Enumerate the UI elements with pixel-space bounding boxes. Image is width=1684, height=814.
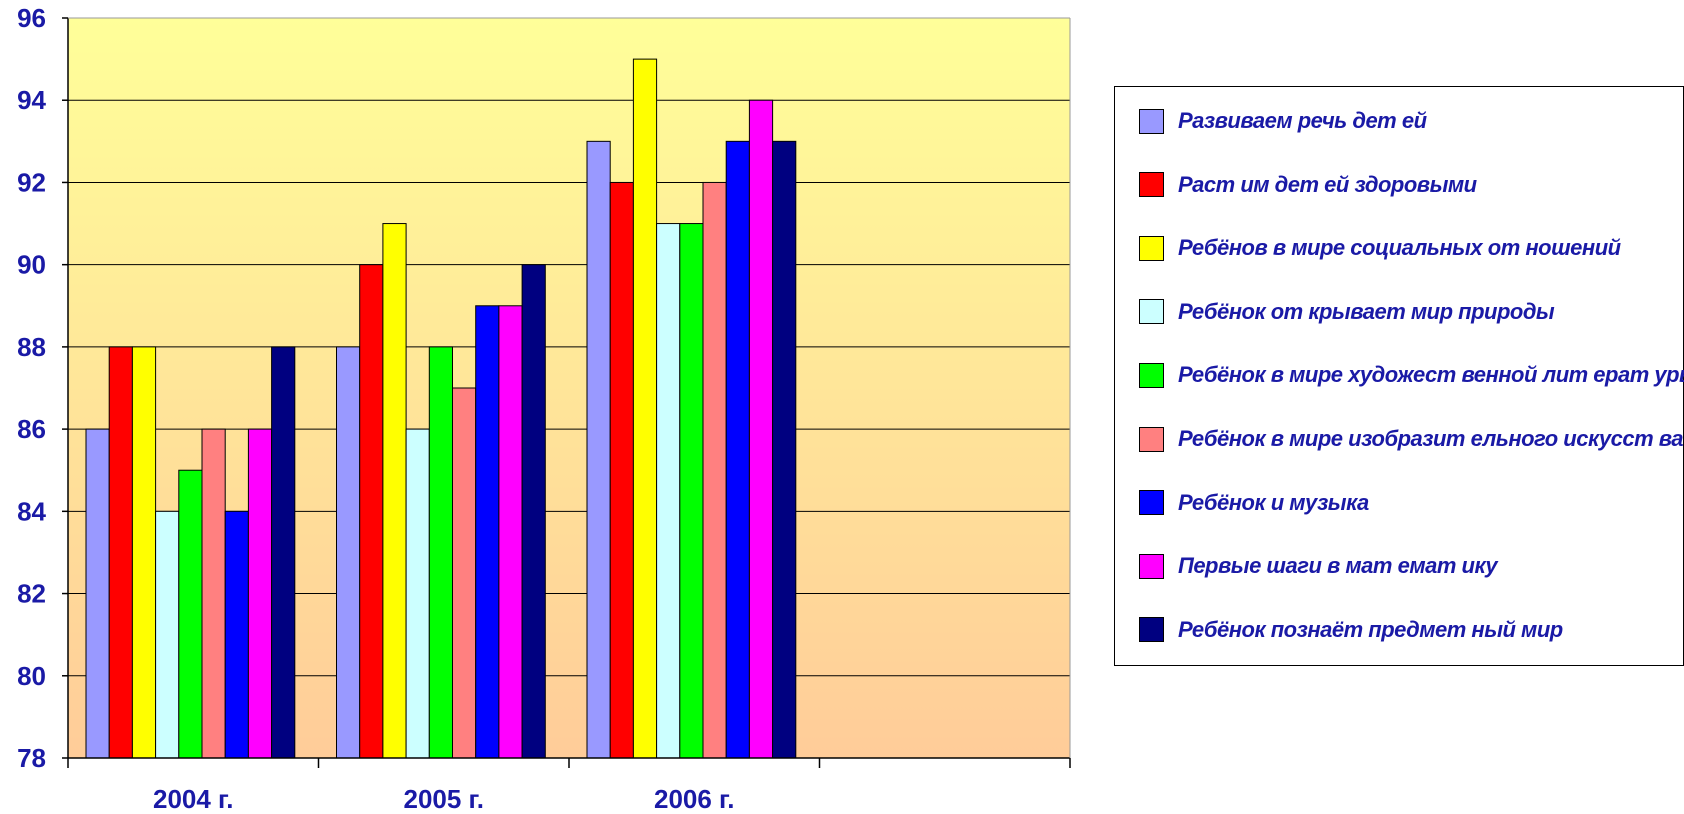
legend-label: Ребёнов в мире социальных от ношений <box>1178 235 1621 261</box>
bar <box>475 305 500 759</box>
bar <box>428 346 453 759</box>
bars <box>85 58 797 759</box>
bar <box>382 223 407 759</box>
bar <box>85 428 110 759</box>
y-axis-tick-labels: 78 80 82 84 86 88 90 92 94 96 <box>17 3 46 773</box>
legend-swatch <box>1139 490 1164 516</box>
bar <box>498 305 523 759</box>
bar <box>224 510 249 759</box>
bar <box>201 428 226 759</box>
y-tick-label: 84 <box>17 496 46 526</box>
legend-swatch <box>1139 426 1164 452</box>
legend-label: Ребёнок в мире художест венной лит ерат … <box>1178 362 1684 388</box>
bar-chart: 78 80 82 84 86 88 90 92 94 96 2004 г. 2005 г. 2006 … <box>17 3 1071 814</box>
legend-label: Развиваем речь дет ей <box>1178 108 1427 133</box>
bar <box>131 346 157 759</box>
bar <box>772 140 797 759</box>
bar <box>405 428 430 759</box>
chart-legend: Развиваем речь дет ей Раст им дет ей здор… <box>1114 86 1684 666</box>
legend-swatch <box>1139 172 1164 198</box>
legend-item: Ребёнок от крывает мир природы <box>1139 297 1555 327</box>
bar <box>155 510 180 759</box>
x-tick-label: 2005 г. <box>403 784 484 814</box>
bar <box>656 223 681 759</box>
y-tick-label: 96 <box>17 3 46 33</box>
x-axis-category-labels: 2004 г. 2005 г. 2006 г. <box>153 784 735 814</box>
bar <box>452 387 477 759</box>
y-tick-label: 94 <box>17 85 46 115</box>
bar <box>521 264 546 759</box>
bar <box>271 346 296 759</box>
legend-swatch <box>1139 553 1164 579</box>
y-tick-label: 78 <box>17 743 46 773</box>
x-tick-label: 2004 г. <box>153 784 234 814</box>
bar <box>725 140 750 759</box>
legend-swatch <box>1139 617 1164 643</box>
legend-swatch <box>1139 299 1164 325</box>
legend-item: Ребёнок в мире художест венной лит ерат … <box>1139 360 1684 390</box>
legend-item: Ребёнок познаёт предмет ный мир <box>1139 615 1563 645</box>
bar <box>632 58 658 759</box>
legend-label: Ребёнок в мире изобразит ельного искусст… <box>1178 426 1684 451</box>
bar <box>609 181 634 759</box>
legend-label: Ребёнок от крывает мир природы <box>1178 298 1555 324</box>
bar <box>679 223 704 759</box>
bar <box>178 469 203 759</box>
legend-item: Развиваем речь дет ей <box>1139 106 1427 136</box>
bar <box>247 428 273 759</box>
bar <box>108 346 133 759</box>
bar <box>359 264 384 759</box>
legend-item: Ребёнок и музыка <box>1139 488 1369 518</box>
bar <box>586 140 611 759</box>
legend-item: Раст им дет ей здоровыми <box>1139 170 1477 200</box>
legend-label: Ребёнок и музыка <box>1178 489 1369 515</box>
legend-label: Ребёнок познаёт предмет ный мир <box>1178 616 1563 642</box>
axes <box>67 17 1071 768</box>
y-tick-label: 92 <box>17 167 46 197</box>
x-tick-label: 2006 г. <box>654 784 735 814</box>
legend-label: Первые шаги в мат емат ику <box>1178 553 1498 579</box>
legend-item: Ребёнов в мире социальных от ношений <box>1139 233 1621 263</box>
bar <box>702 181 727 759</box>
legend-swatch <box>1139 235 1164 261</box>
y-tick-label: 80 <box>17 661 46 691</box>
legend-item: Первые шаги в мат емат ику <box>1139 551 1498 581</box>
y-tick-label: 88 <box>17 332 46 362</box>
y-tick-label: 90 <box>17 250 46 280</box>
legend-label: Раст им дет ей здоровыми <box>1178 171 1477 197</box>
legend-swatch <box>1139 108 1164 134</box>
y-tick-label: 82 <box>17 579 46 609</box>
y-tick-label: 86 <box>17 414 46 444</box>
bar <box>336 346 361 759</box>
legend-item: Ребёнок в мире изобразит ельного искусст… <box>1139 424 1684 454</box>
bar <box>748 99 774 759</box>
legend-swatch <box>1139 362 1164 388</box>
